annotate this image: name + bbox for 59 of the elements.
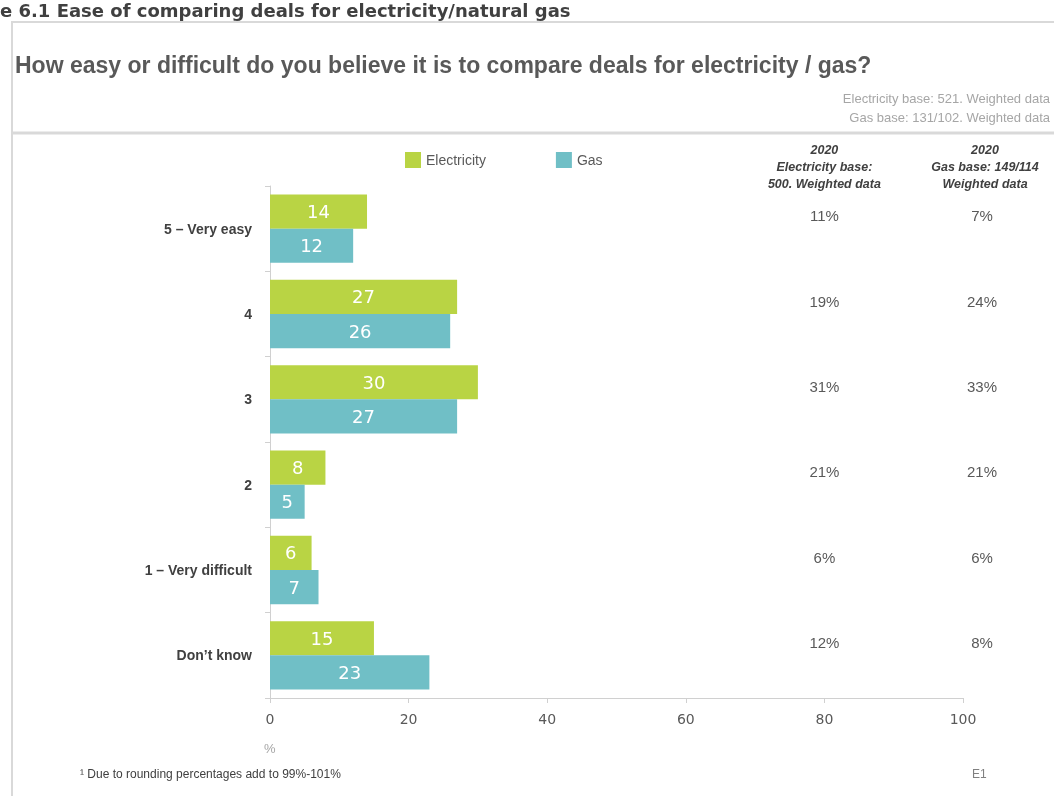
bar <box>270 450 326 485</box>
bar <box>270 314 451 349</box>
text: e 6.1 Ease of comparing deals for electricity/natural gas <box>0 0 571 21</box>
text: 33% <box>966 377 998 395</box>
bar <box>270 228 354 263</box>
x-tick-label: 80 <box>815 711 834 727</box>
y-tick-label: 4 <box>244 306 253 322</box>
annotation: 21% <box>809 463 840 481</box>
text: ¹ Due to rounding percentages add to 99%-101% <box>80 767 342 781</box>
annotation: 2020 Electricity base: 500. Weighted data <box>767 142 881 191</box>
data-label: 12 <box>300 235 324 257</box>
data-label: 30 <box>362 371 386 393</box>
x-tick-label: 20 <box>399 711 418 727</box>
legend-label: Electricity <box>426 152 486 168</box>
bar <box>270 399 458 434</box>
x-tick-label: 0 <box>265 711 275 727</box>
x-tick-label: 100 <box>949 711 977 727</box>
y-tick-label: Don’t know <box>176 647 253 664</box>
bar <box>270 484 305 519</box>
bar <box>270 535 312 570</box>
bar <box>270 279 458 314</box>
bar <box>270 570 319 605</box>
x-tick-label: 40 <box>538 711 557 727</box>
y-tick-label: 3 <box>244 391 253 408</box>
annotation: 31% <box>809 377 840 395</box>
y-tick-label: 1 – Very difficult <box>144 562 253 578</box>
x-tick-label: 60 <box>676 711 695 727</box>
text: 24% <box>966 292 998 310</box>
data-label: 14 <box>307 201 330 223</box>
annotation: 2020 Gas base: 149/114 Weighted data <box>931 142 1039 191</box>
bar <box>270 194 368 229</box>
data-label: 23 <box>338 661 362 683</box>
data-label: 7 <box>288 576 300 598</box>
x-axis-title: % <box>264 741 276 756</box>
legend-label: Gas <box>576 152 603 168</box>
text: 21% <box>966 463 998 481</box>
annotation: 19% <box>809 292 840 310</box>
data-label: 6 <box>285 542 297 564</box>
data-label: 27 <box>352 405 376 427</box>
y-tick-label: 5 – Very easy <box>164 220 253 237</box>
text: 6% <box>971 548 993 566</box>
bar <box>270 621 374 656</box>
text: Gas base: 131/102. Weighted data <box>849 110 1051 125</box>
bar <box>270 365 478 400</box>
data-label: 15 <box>310 627 334 649</box>
chart-title: How easy or difficult do you believe it is to compare deals for electricity / gas? <box>15 51 872 78</box>
annotation: 6% <box>813 548 836 566</box>
text: E1 <box>972 767 987 781</box>
text: Electricity base: 521. Weighted data <box>842 91 1051 106</box>
annotation: 11% <box>809 207 839 225</box>
data-label: 5 <box>281 491 294 513</box>
y-tick-label: 2 <box>244 476 253 493</box>
data-label: 26 <box>348 320 372 342</box>
annotation: 12% <box>809 633 840 651</box>
data-label: 27 <box>352 286 376 308</box>
bar <box>270 655 430 690</box>
text: 7% <box>971 207 993 225</box>
text: 8% <box>971 633 993 651</box>
data-label: 8 <box>291 457 304 479</box>
